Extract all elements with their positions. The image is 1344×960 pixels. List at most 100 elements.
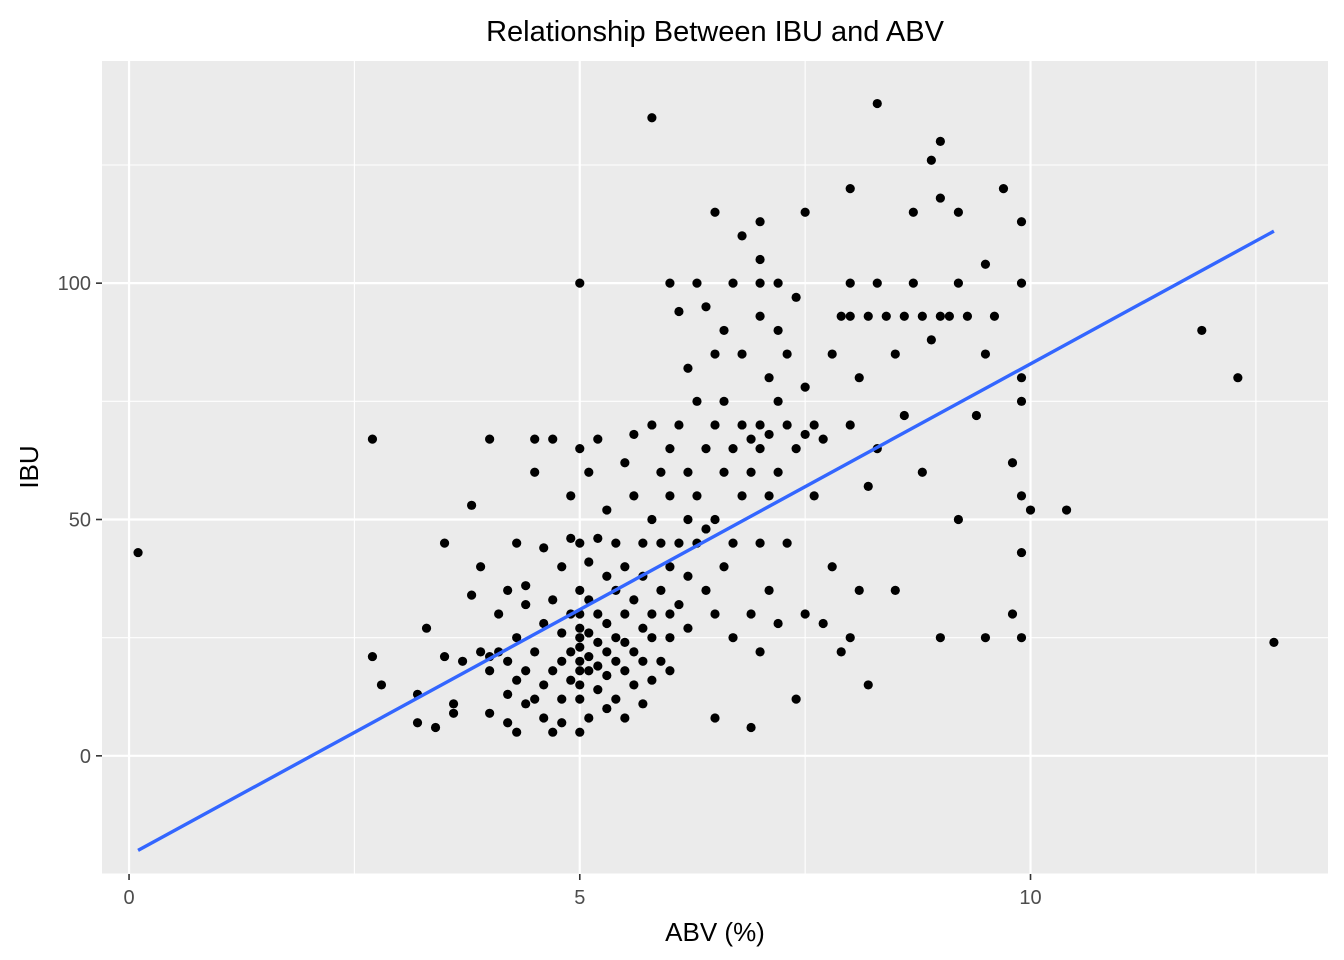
data-point [629, 429, 639, 440]
data-point [890, 585, 900, 595]
data-point [430, 722, 441, 733]
data-point [629, 647, 639, 657]
data-point [962, 311, 973, 321]
data-point [620, 666, 630, 676]
data-point [611, 694, 621, 704]
data-point [1016, 633, 1027, 643]
data-point [620, 713, 630, 723]
data-point [854, 585, 864, 595]
data-point [935, 633, 945, 643]
data-point [656, 585, 666, 595]
data-point [629, 680, 639, 690]
data-point [845, 420, 855, 430]
data-point [448, 699, 459, 709]
data-point [719, 562, 729, 572]
y-tick-label: 50 [69, 509, 91, 531]
data-point [881, 311, 891, 321]
data-point [638, 656, 648, 666]
data-point [367, 434, 378, 444]
x-axis-ticks: 0 5 10 [123, 874, 1042, 909]
data-point [485, 434, 495, 444]
data-point [908, 278, 918, 288]
data-point [989, 311, 1000, 321]
data-point [575, 680, 585, 690]
data-point [1233, 373, 1243, 383]
data-point [692, 396, 702, 406]
data-point [476, 647, 486, 657]
data-point [503, 689, 513, 699]
data-point [1269, 637, 1279, 647]
data-point [773, 396, 783, 406]
data-points [133, 98, 1279, 737]
data-point [629, 595, 639, 605]
data-point [620, 609, 630, 619]
data-point [872, 278, 882, 288]
data-point [935, 136, 945, 146]
data-point [647, 420, 657, 430]
data-point [647, 514, 657, 525]
trend-line-layer [137, 229, 1275, 852]
data-point [575, 633, 585, 643]
minor-gridlines [102, 61, 1328, 875]
data-point [593, 434, 603, 444]
data-point [593, 637, 603, 647]
data-point [746, 722, 756, 733]
data-point [854, 373, 864, 383]
data-point [899, 410, 909, 421]
data-point [791, 694, 801, 704]
data-point [683, 514, 693, 525]
data-point [665, 278, 675, 288]
data-point [629, 491, 639, 501]
data-point [665, 443, 675, 454]
data-point [701, 443, 711, 454]
data-point [755, 278, 765, 288]
data-point [755, 647, 765, 657]
data-point [1016, 547, 1027, 558]
data-point [557, 718, 567, 728]
data-point [656, 538, 666, 548]
data-point [485, 666, 495, 676]
data-point [728, 633, 738, 643]
data-point [1061, 505, 1072, 515]
x-axis-title: ABV (%) [665, 917, 765, 947]
data-point [926, 155, 936, 165]
data-point [800, 609, 810, 619]
data-point [863, 311, 873, 321]
data-point [503, 718, 513, 728]
data-point [818, 618, 828, 629]
data-point [782, 538, 792, 548]
data-point [611, 633, 621, 643]
data-point [557, 694, 567, 704]
data-point [1007, 609, 1018, 619]
data-point [602, 571, 612, 581]
data-point [647, 675, 657, 685]
data-point [827, 349, 837, 359]
data-point [133, 547, 143, 558]
data-point [1016, 278, 1027, 288]
data-point [602, 703, 612, 714]
data-point [917, 467, 927, 477]
data-point [421, 623, 432, 633]
data-point [611, 538, 621, 548]
data-point [584, 713, 594, 723]
data-point [1016, 491, 1027, 501]
x-tick-label: 0 [123, 887, 134, 909]
data-point [863, 680, 873, 690]
data-point [746, 467, 756, 477]
data-point [836, 647, 846, 657]
data-point [611, 656, 621, 666]
data-point [809, 420, 819, 430]
data-point [584, 651, 594, 662]
data-point [935, 311, 945, 321]
data-point [737, 349, 747, 359]
data-point [728, 538, 738, 548]
x-tick-label: 10 [1019, 887, 1041, 909]
data-point [376, 680, 387, 690]
data-point [476, 562, 486, 572]
data-point [719, 467, 729, 477]
data-point [575, 694, 585, 704]
data-point [566, 491, 576, 501]
data-point [674, 538, 684, 548]
data-point [530, 647, 540, 657]
data-point [836, 311, 846, 321]
